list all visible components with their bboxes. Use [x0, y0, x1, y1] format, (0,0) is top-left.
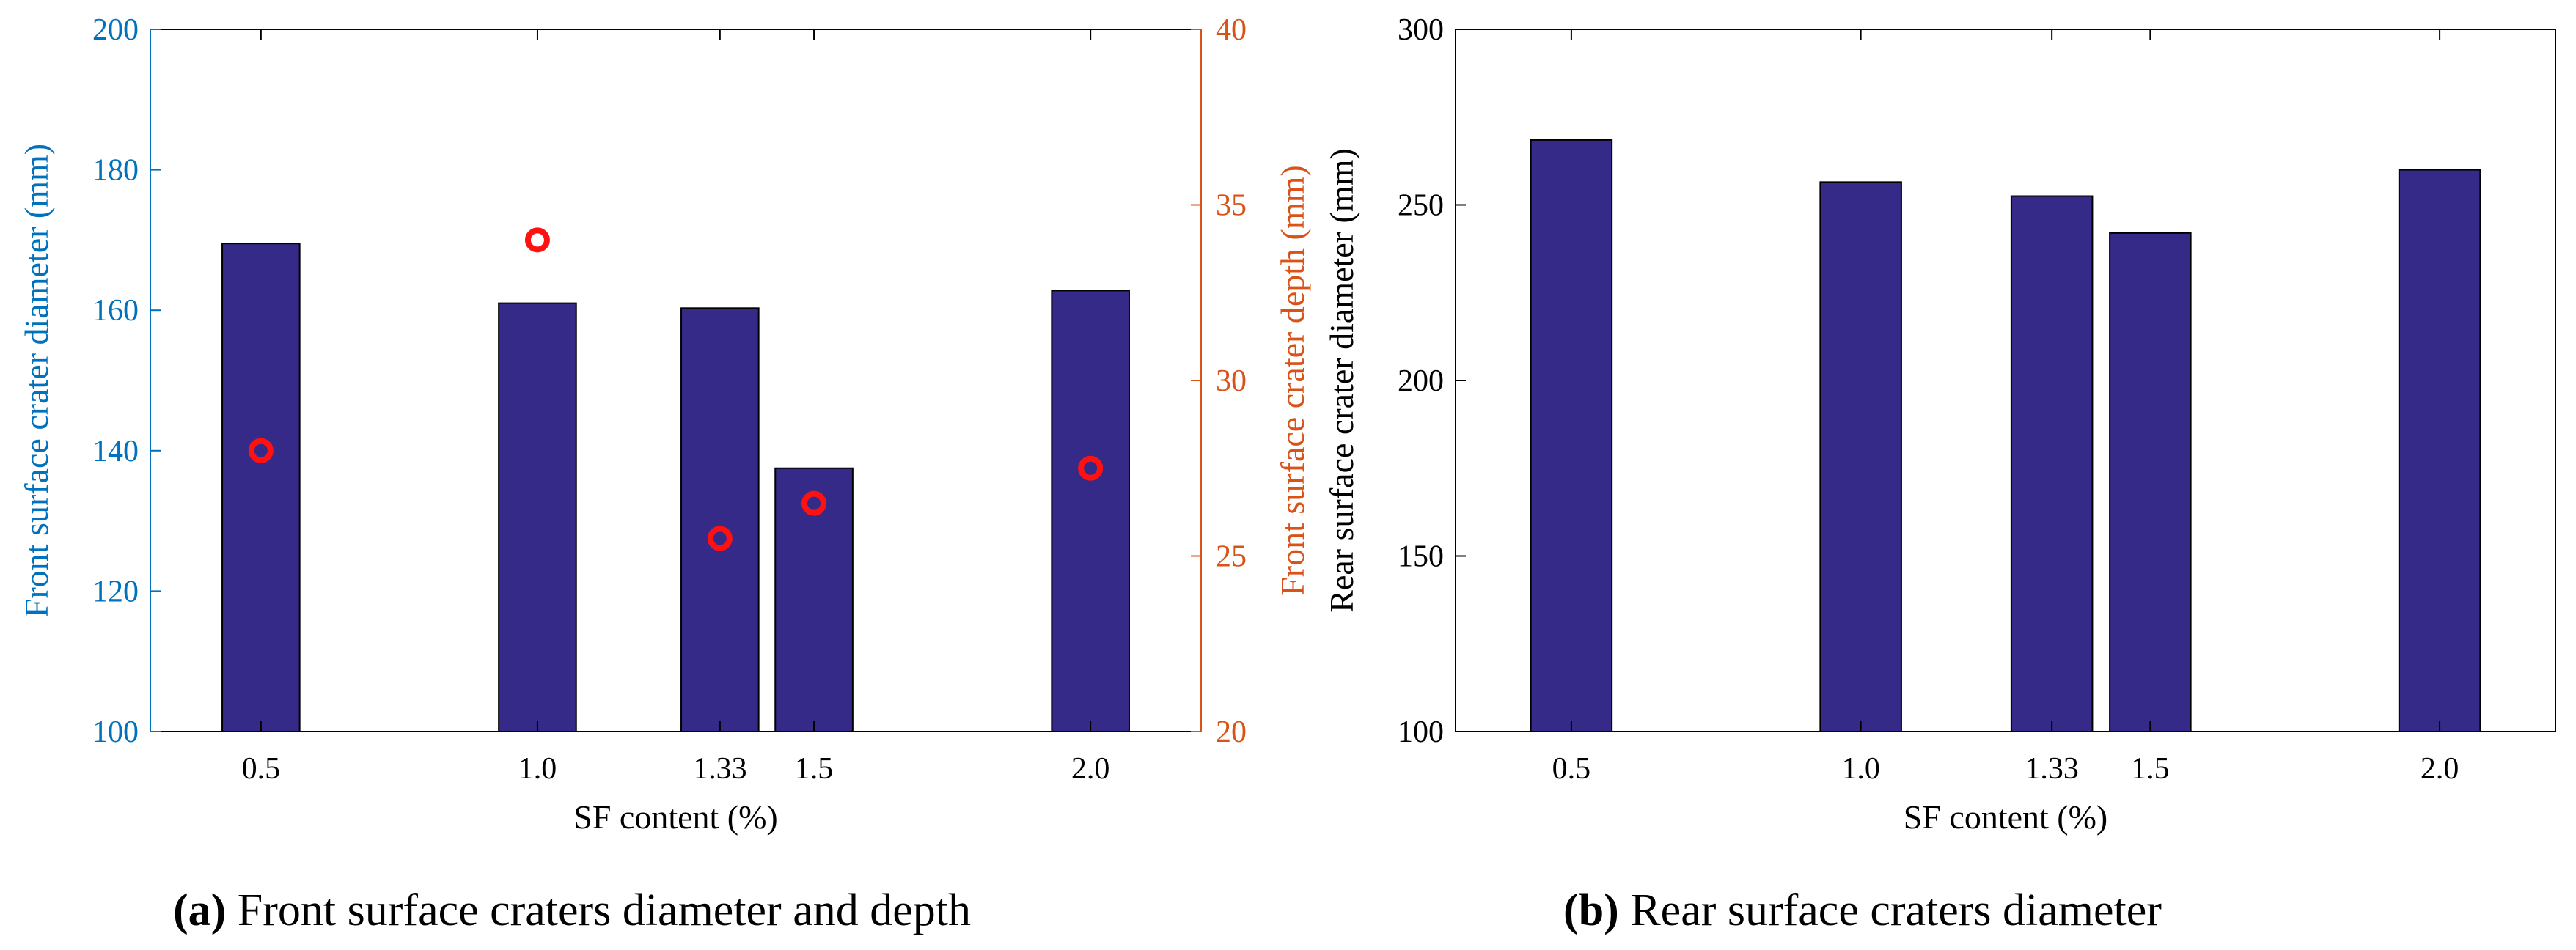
bar-b-4 — [2398, 169, 2481, 733]
x-tick-label-a-3: 1.5 — [795, 752, 834, 786]
depth-marker-2 — [707, 526, 733, 551]
panel-b-rear-surface-chart: 100 150 200 250 300 0.5 1.0 1.33 1.5 2.0 SF conten… — [1323, 13, 2556, 836]
x-tick-label-b-4: 2.0 — [2421, 752, 2459, 786]
x-axis-label-b: SF content (%) — [1904, 798, 2108, 836]
y-tick-label-a-5: 200 — [92, 13, 139, 47]
y-right-tick-label-4: 40 — [1216, 13, 1247, 47]
bar-b-2 — [2010, 195, 2094, 732]
bar-a-3 — [774, 467, 854, 732]
y-tick-label-a-1: 120 — [92, 575, 139, 608]
y-right-tick-label-1: 25 — [1216, 540, 1247, 574]
y-tick-label-a-4: 180 — [92, 154, 139, 188]
x-tick-label-a-0: 0.5 — [242, 752, 281, 786]
depth-marker-3 — [801, 490, 827, 516]
caption-a: (a) Front surface craters diameter and d… — [173, 885, 971, 935]
caption-a-text: Front surface craters diameter and depth — [226, 885, 971, 935]
y-right-tick-label-3: 35 — [1216, 189, 1247, 223]
depth-marker-1 — [524, 227, 550, 253]
y-axis-label-a: Front surface crater diameter (mm) — [18, 144, 55, 617]
bar-a-1 — [498, 302, 577, 732]
y-right-tick-label-0: 20 — [1216, 715, 1247, 749]
y-right-tick-label-2: 30 — [1216, 364, 1247, 398]
bar-b-0 — [1530, 139, 1613, 732]
x-tick-label-b-3: 1.5 — [2131, 752, 2170, 786]
x-tick-label-b-2: 1.33 — [2025, 752, 2079, 786]
caption-b-letter: (b) — [1563, 885, 1619, 935]
y-axis-right-label: Front surface crater depth (mm) — [1274, 165, 1311, 596]
depth-marker-4 — [1078, 455, 1104, 481]
bar-b-3 — [2109, 232, 2192, 732]
x-tick-label-b-0: 0.5 — [1552, 752, 1591, 786]
x-tick-label-a-1: 1.0 — [518, 752, 557, 786]
y-tick-label-b-0: 100 — [1398, 715, 1444, 749]
bar-a-4 — [1051, 290, 1130, 733]
y-tick-label-b-2: 200 — [1398, 364, 1444, 398]
panel-a-front-surface-chart: 100 120 140 160 180 200 0.5 1.0 1.33 1.5 2.0 SF con… — [18, 13, 1311, 836]
y-tick-label-b-1: 150 — [1398, 540, 1444, 574]
x-tick-label-b-1: 1.0 — [1841, 752, 1880, 786]
x-tick-label-a-4: 2.0 — [1071, 752, 1110, 786]
caption-a-letter: (a) — [173, 885, 226, 935]
caption-b: (b) Rear surface craters diameter — [1563, 885, 2162, 935]
bar-b-1 — [1819, 181, 1902, 733]
bar-a-0 — [221, 243, 301, 732]
y-axis-label-b: Rear surface crater diameter (mm) — [1323, 148, 1360, 612]
x-tick-label-a-2: 1.33 — [693, 752, 747, 786]
bar-a-2 — [680, 307, 760, 732]
y-tick-label-b-3: 250 — [1398, 189, 1444, 223]
caption-b-text: Rear surface craters diameter — [1619, 885, 2162, 935]
depth-marker-0 — [248, 438, 274, 463]
y-tick-label-a-2: 140 — [92, 435, 139, 468]
y-tick-label-a-3: 160 — [92, 294, 139, 328]
y-tick-label-a-0: 100 — [92, 715, 139, 749]
x-axis-label-a: SF content (%) — [573, 798, 778, 836]
y-tick-label-b-4: 300 — [1398, 13, 1444, 47]
